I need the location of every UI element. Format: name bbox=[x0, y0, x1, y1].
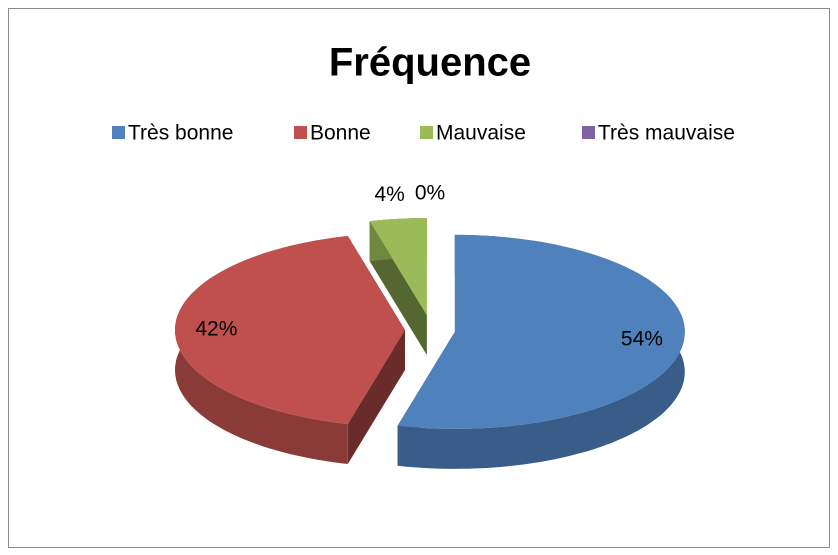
legend-swatch bbox=[112, 126, 125, 139]
legend-swatch bbox=[294, 126, 307, 139]
legend-swatch bbox=[420, 126, 433, 139]
slice bbox=[175, 236, 405, 424]
slice bbox=[397, 234, 685, 429]
chart-title: Fréquence bbox=[329, 41, 531, 85]
data-label: 0% bbox=[415, 182, 445, 205]
legend-label: Mauvaise bbox=[436, 122, 526, 145]
slice bbox=[369, 218, 427, 316]
data-label: 42% bbox=[195, 318, 237, 341]
data-label: 4% bbox=[374, 183, 404, 206]
legend-label: Très mauvaise bbox=[598, 122, 735, 145]
legend-swatch bbox=[582, 126, 595, 139]
legend-label: Bonne bbox=[310, 122, 371, 145]
slice-side bbox=[347, 330, 405, 464]
data-label: 54% bbox=[621, 328, 663, 351]
legend-label: Très bonne bbox=[128, 122, 233, 145]
